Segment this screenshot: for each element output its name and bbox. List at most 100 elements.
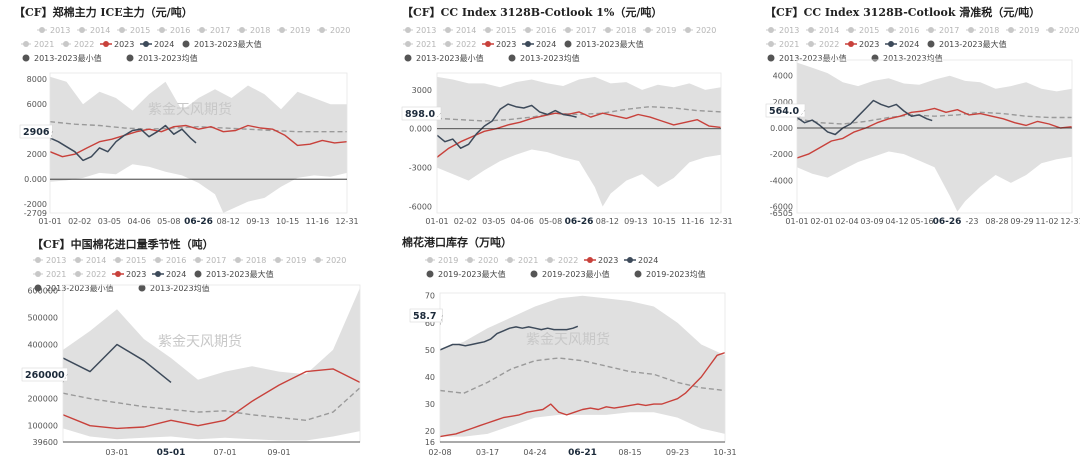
current-value-badge: 58.7 (409, 308, 443, 327)
legend-swatch-dot (199, 27, 205, 33)
x-tick-label: 12-31 (709, 217, 732, 226)
legend-item: 2017 (926, 26, 959, 35)
legend-item: 2015 (117, 26, 150, 35)
legend-item: 2022 (545, 256, 578, 265)
chart-title: 【CF】中国棉花进口量季节性（吨） (32, 237, 214, 251)
legend-swatch-dot (279, 27, 285, 33)
legend-label: 2024 (154, 40, 174, 49)
series-line-2024 (437, 103, 577, 149)
x-tick-label: 10-15 (653, 217, 676, 226)
legend-item: 2016 (886, 26, 919, 35)
legend-item: 2021 (403, 40, 436, 49)
legend-swatch-dot (767, 54, 775, 62)
x-tick-label: 03-05 (482, 217, 505, 226)
x-tick-label: 08-28 (985, 217, 1008, 226)
plot-area (437, 76, 721, 207)
legend-swatch-dot (888, 27, 894, 33)
x-tick-label: 03-05 (98, 217, 121, 226)
x-tick-label: 11-16 (306, 217, 329, 226)
legend-label: 2022 (819, 40, 839, 49)
legend-swatch-dot (525, 41, 531, 47)
legend-label: 2019 (290, 26, 310, 35)
legend-swatch-dot (427, 257, 433, 263)
legend-swatch-dot (445, 41, 451, 47)
x-tick-label: 08-15 (618, 448, 641, 457)
x-tick-label: 01-01 (38, 217, 61, 226)
legend-label: 2017 (576, 26, 596, 35)
legend-swatch-dot (685, 27, 691, 33)
legend-swatch-dot (927, 40, 935, 48)
x-tick-label-current: 06-26 (565, 217, 594, 227)
legend-item: 2014 (443, 26, 476, 35)
range-band (437, 76, 721, 207)
legend-item: 2020 (1046, 26, 1079, 35)
legend-swatch-dot (115, 271, 121, 277)
legend-item: 2017 (193, 256, 226, 265)
legend-label: 2024 (899, 40, 919, 49)
x-tick-label: 09-23 (666, 448, 689, 457)
legend: 2019 2020 2021 2022 2023 2024 2019-2023最大值 2019… (425, 256, 706, 279)
x-tick-label-current: 06-26 (933, 217, 962, 227)
badge-label: 58.7 (413, 311, 436, 322)
legend-swatch-dot (319, 27, 325, 33)
legend-swatch-dot (159, 27, 165, 33)
legend-item: 2019 (643, 26, 676, 35)
legend-item: 2013 (33, 256, 66, 265)
x-tick-label: 02-02 (454, 217, 477, 226)
legend-item: 2013-2023最大值 (194, 269, 274, 279)
legend-item: 2013-2023最大值 (927, 39, 1007, 49)
legend-item: 2019 (425, 256, 458, 265)
range-band (797, 62, 1072, 212)
legend-swatch-dot (138, 284, 146, 292)
legend-item: 2016 (523, 26, 556, 35)
legend-item: 2013-2023均值 (871, 53, 943, 63)
x-tick-label: 12-31 (1060, 217, 1080, 226)
legend-swatch-dot (195, 257, 201, 263)
series-line-average (50, 121, 347, 133)
legend-label: 2013-2023最小值 (779, 53, 847, 63)
y-tick-label: 40 (425, 373, 435, 382)
legend-label: 2013-2023均值 (520, 53, 580, 63)
badge-label: 260000 (25, 370, 65, 381)
legend-label: 2013-2023均值 (883, 53, 943, 63)
legend-swatch-dot (627, 257, 633, 263)
legend-label: 2020 (478, 256, 498, 265)
legend-swatch-dot (871, 54, 879, 62)
legend-item: 2023 (112, 270, 146, 279)
legend-item: 2013-2023最小值 (34, 283, 114, 293)
badge-leader (436, 112, 442, 118)
legend-label: 2014 (86, 256, 106, 265)
x-tick-label: 10-15 (276, 217, 299, 226)
watermark: 紫金天风期货 (148, 101, 232, 118)
legend-item: 2021 (505, 256, 538, 265)
series-line-average (63, 387, 360, 421)
legend: 2013 2014 2015 2016 2017 2018 2019 2020 2021 2022… (403, 26, 716, 63)
badge-leader (62, 373, 68, 383)
legend-label: 2014 (819, 26, 839, 35)
legend-swatch-dot (235, 257, 241, 263)
y-tick-label: -6000 (409, 203, 432, 212)
y-tick-label: 16 (425, 438, 435, 447)
x-tick-label-current: 05-01 (157, 448, 186, 458)
legend-swatch-dot (143, 41, 149, 47)
legend-swatch-dot (605, 27, 611, 33)
y-tick-label: 60 (425, 319, 435, 328)
legend-item: 2023 (482, 40, 516, 49)
series-line-2024 (63, 343, 172, 383)
legend: 2013 2014 2015 2016 2017 2018 2019 2020 2021 2022… (33, 256, 346, 293)
plot-frame (436, 72, 722, 214)
legend-label: 2021 (46, 270, 66, 279)
legend-swatch-dot (126, 54, 134, 62)
legend-label: 2015 (126, 256, 146, 265)
legend-swatch-dot (485, 41, 491, 47)
legend-label: 2013-2023最大值 (206, 269, 274, 279)
legend-label: 2020 (696, 26, 716, 35)
x-tick-label: 05-08 (157, 217, 180, 226)
legend-label: 2018 (246, 256, 266, 265)
legend-swatch-dot (587, 257, 593, 263)
legend-item: 2024 (522, 40, 556, 49)
y-tick-label: 4000 (773, 72, 793, 81)
legend-item: 2024 (152, 270, 186, 279)
y-tick-label: 8000 (27, 75, 47, 84)
